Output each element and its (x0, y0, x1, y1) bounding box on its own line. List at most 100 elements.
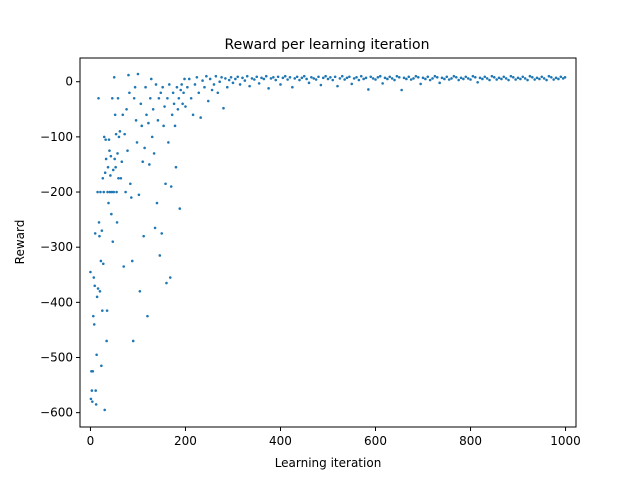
data-point (563, 76, 567, 79)
data-point (483, 75, 487, 79)
data-point (98, 290, 102, 293)
data-point (95, 353, 98, 357)
data-point (383, 76, 387, 80)
data-point (212, 83, 216, 86)
data-point (120, 160, 124, 163)
data-point (182, 91, 185, 95)
data-point (314, 78, 318, 81)
data-point (193, 83, 197, 86)
data-point (93, 284, 97, 288)
data-point (100, 364, 103, 368)
data-point (165, 281, 168, 285)
data-point (110, 190, 114, 194)
data-point (187, 77, 191, 81)
data-point (338, 77, 342, 80)
data-point (208, 77, 212, 81)
data-point (106, 190, 109, 194)
data-point (93, 232, 97, 235)
data-point (393, 78, 396, 82)
data-point (500, 77, 503, 81)
data-point (97, 221, 101, 224)
data-point (457, 78, 460, 82)
data-point (113, 113, 117, 117)
data-point (352, 77, 356, 80)
data-point (298, 78, 301, 82)
data-point (177, 96, 181, 100)
data-point (92, 314, 95, 318)
data-point (321, 76, 325, 80)
data-point (122, 265, 126, 268)
data-point (288, 76, 292, 79)
chart-title: Reward per learning iteration (224, 37, 429, 53)
data-point (511, 76, 515, 79)
data-point (447, 78, 451, 81)
data-point (526, 78, 529, 82)
x-tick-label: 200 (174, 434, 197, 448)
data-point (502, 75, 506, 79)
data-point (269, 77, 273, 80)
data-point (118, 130, 122, 133)
data-point (113, 157, 116, 161)
data-point (134, 119, 138, 122)
data-point (105, 309, 109, 312)
y-tick-label: 0 (65, 75, 73, 89)
data-point (167, 141, 170, 144)
data-point (179, 88, 183, 92)
data-point (91, 369, 95, 373)
data-point (129, 182, 132, 186)
data-point (319, 83, 323, 87)
data-point (130, 196, 133, 199)
data-point (264, 74, 268, 78)
data-point (386, 77, 389, 81)
data-point (225, 85, 229, 89)
data-point (433, 74, 437, 78)
data-point (130, 259, 134, 263)
data-point (102, 190, 106, 194)
data-point (312, 77, 316, 80)
data-point (262, 77, 266, 81)
data-point (507, 78, 510, 82)
x-tick-label: 1000 (550, 434, 581, 448)
data-point (151, 108, 155, 111)
data-point (326, 77, 330, 81)
data-point (150, 135, 154, 139)
data-point (364, 76, 368, 80)
data-point (255, 75, 259, 79)
data-point (218, 80, 221, 84)
data-point (186, 85, 189, 89)
data-point (533, 78, 536, 81)
data-point (435, 76, 439, 79)
data-point (561, 77, 565, 80)
data-point (530, 76, 534, 79)
data-point (374, 78, 377, 81)
data-point (504, 77, 508, 80)
data-point (149, 77, 153, 81)
data-point (104, 157, 108, 161)
data-point (554, 76, 558, 80)
data-point (164, 182, 167, 186)
data-point (431, 77, 434, 80)
data-point (144, 85, 147, 89)
data-point (369, 75, 373, 79)
data-point (409, 78, 413, 81)
data-point (133, 85, 137, 89)
data-point (154, 83, 158, 86)
data-point (414, 74, 418, 78)
data-point (424, 77, 427, 81)
data-point (156, 119, 160, 122)
y-tick-label: −600 (40, 406, 73, 420)
data-point (168, 276, 172, 279)
data-point (286, 78, 289, 81)
data-point (206, 99, 210, 103)
data-point (469, 78, 472, 81)
data-point (243, 79, 247, 82)
data-point (260, 76, 263, 80)
data-point (426, 75, 430, 79)
data-point (106, 165, 110, 169)
data-point (355, 76, 358, 79)
data-point (362, 77, 365, 81)
data-point (234, 77, 237, 81)
data-point (317, 75, 320, 79)
data-point (253, 78, 256, 81)
data-point (440, 76, 444, 80)
